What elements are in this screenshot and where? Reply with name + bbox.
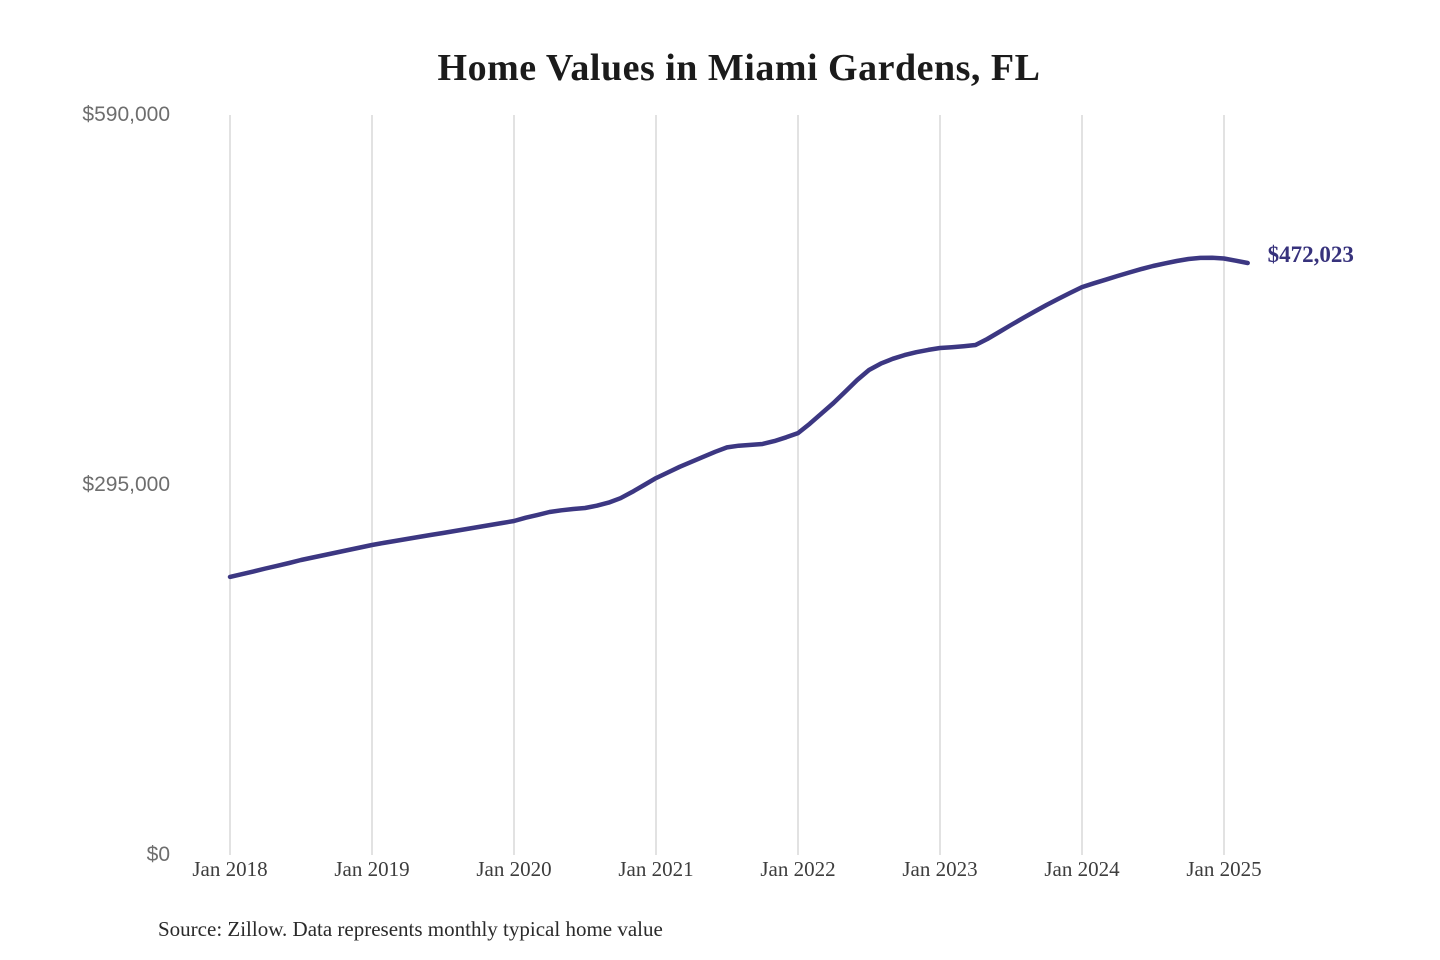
x-axis-tick-label: Jan 2018 <box>192 857 268 881</box>
source-note: Source: Zillow. Data represents monthly … <box>158 917 663 941</box>
x-axis-tick-label: Jan 2024 <box>1044 857 1120 881</box>
x-axis-tick-label: Jan 2019 <box>334 857 410 881</box>
x-axis-tick-label: Jan 2020 <box>476 857 552 881</box>
vertical-gridlines <box>229 115 1225 855</box>
current-value-label: $472,023 <box>1267 241 1354 267</box>
chart-title: Home Values in Miami Gardens, FL <box>437 47 1041 89</box>
x-axis-tick-label: Jan 2023 <box>902 857 978 881</box>
y-axis-tick-label: $0 <box>146 843 170 866</box>
y-axis-tick-label: $295,000 <box>82 473 170 496</box>
home-value-line-series <box>227 255 1250 580</box>
x-axis-tick-label: Jan 2022 <box>760 857 836 881</box>
y-axis-tick-label: $590,000 <box>82 103 170 126</box>
x-axis-tick-label: Jan 2025 <box>1186 857 1262 881</box>
x-axis-tick-label: Jan 2021 <box>618 857 694 881</box>
